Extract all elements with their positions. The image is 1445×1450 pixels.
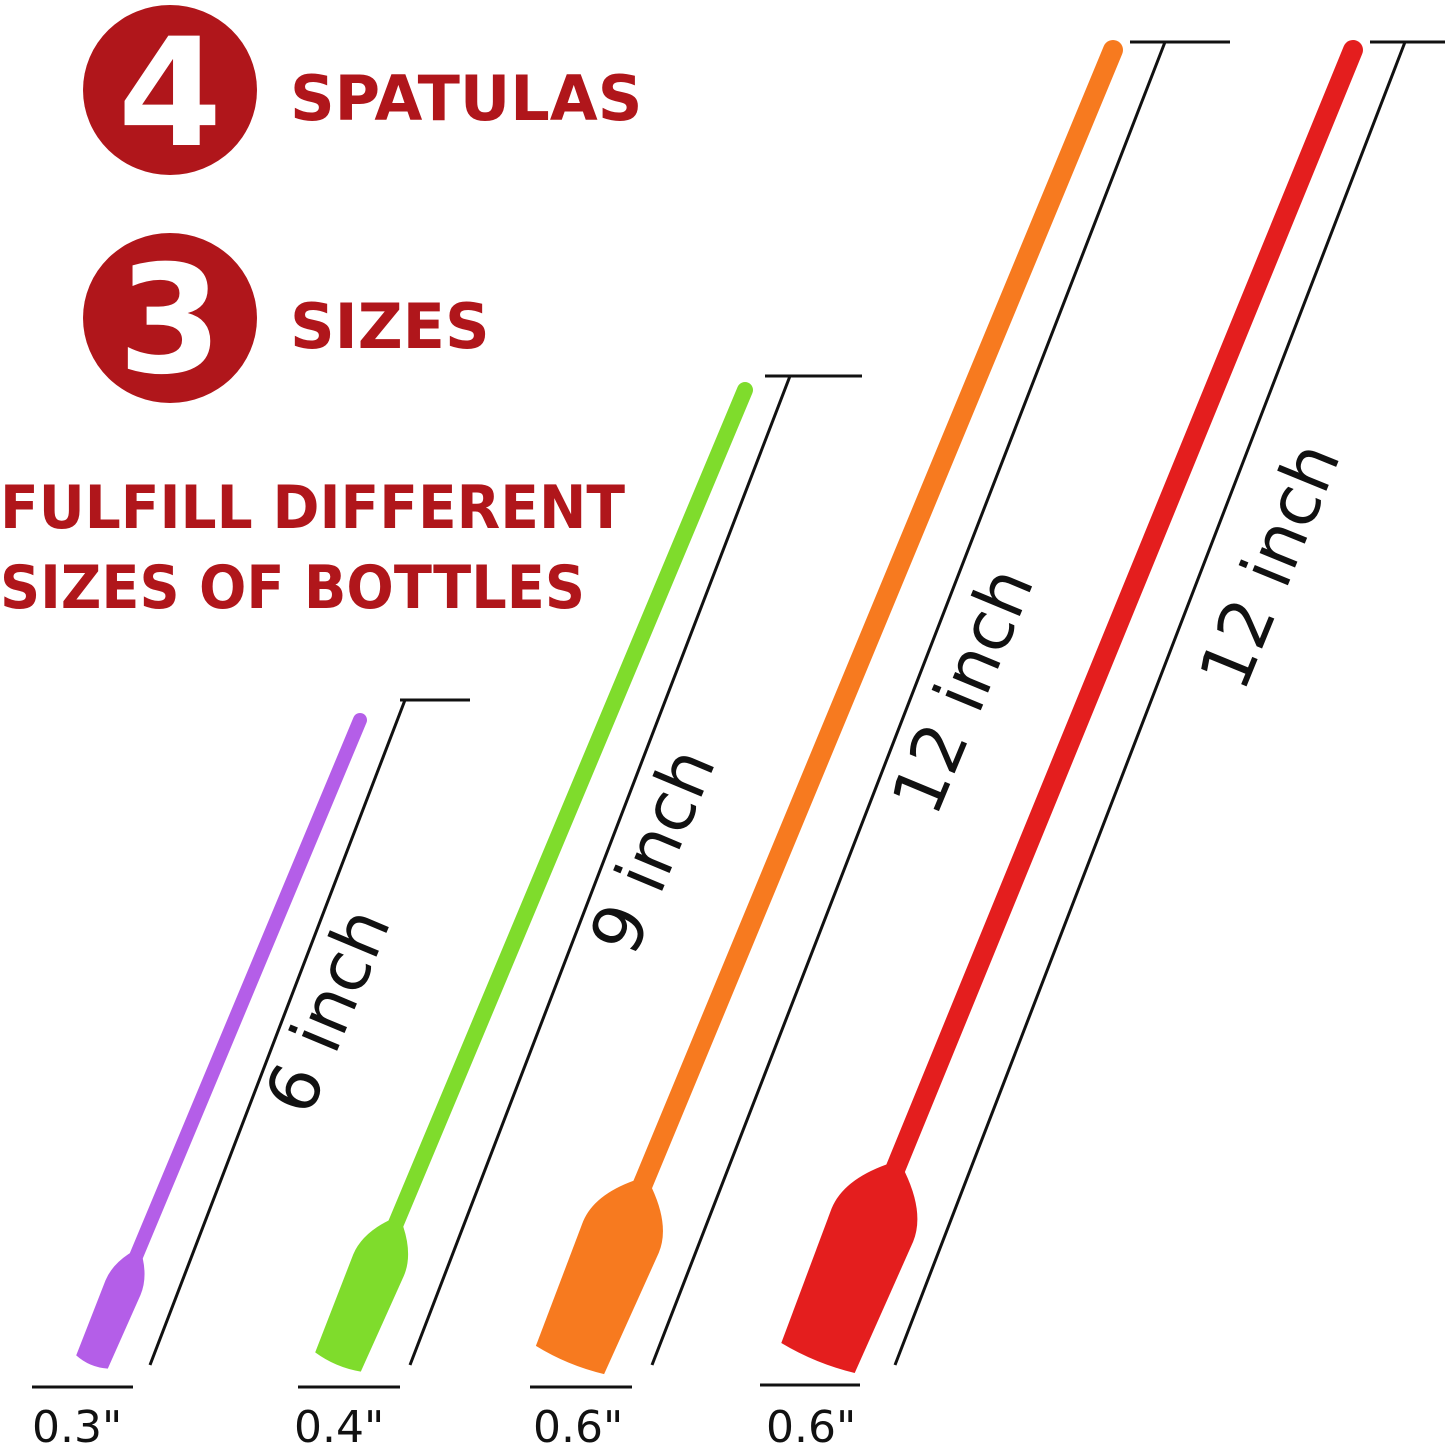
width-label: 0.4" (294, 1402, 384, 1450)
spatula-blade (315, 1220, 409, 1372)
length-measure-line (408, 375, 792, 1366)
width-label: 0.6" (766, 1402, 856, 1450)
length-measure-line (148, 699, 407, 1366)
spatula-handle (376, 382, 753, 1260)
spatula-blade (535, 1180, 663, 1375)
tagline-line1: FULFILL DIFFERENT (0, 473, 625, 543)
tagline-line2: SIZES OF BOTTLES (0, 553, 585, 623)
length-label: 12 inch (1183, 431, 1356, 701)
length-measure-line (650, 41, 1167, 1366)
length-measure-line (893, 41, 1407, 1366)
sizes-number: 3 (118, 234, 222, 408)
spatula-handle (870, 40, 1363, 1217)
length-label: 9 inch (574, 736, 732, 965)
count-label: SPATULAS (290, 62, 642, 135)
spatula-handle (120, 713, 367, 1285)
length-label: 12 inch (876, 556, 1050, 826)
spatula-blade (76, 1253, 145, 1369)
count-badge (83, 5, 257, 175)
width-label: 0.6" (533, 1402, 623, 1450)
spatula-handle (618, 40, 1123, 1230)
count-number: 4 (118, 7, 222, 181)
sizes-badge (83, 233, 257, 403)
width-label: 0.3" (32, 1402, 122, 1450)
sizes-label: SIZES (290, 290, 490, 363)
spatula-blade (781, 1164, 918, 1373)
